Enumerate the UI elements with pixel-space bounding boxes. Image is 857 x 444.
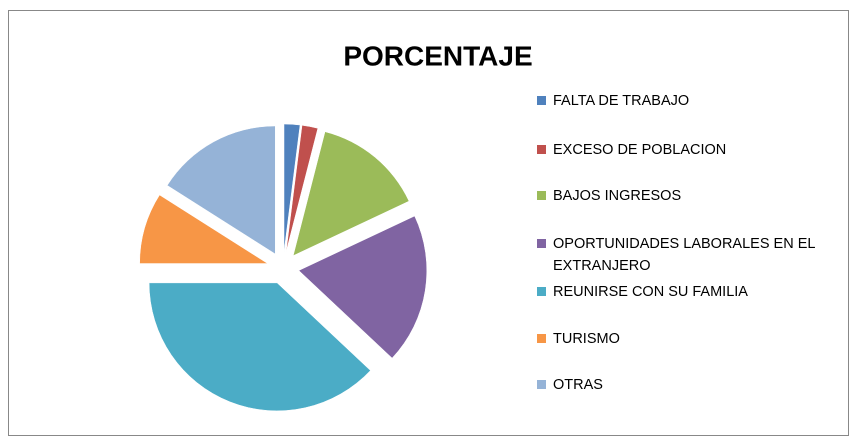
chart-border xyxy=(8,10,849,436)
legend-label: EXCESO DE POBLACION xyxy=(553,142,727,158)
pie-slice xyxy=(139,194,269,264)
pie-slice xyxy=(285,125,319,253)
pie-slice xyxy=(166,125,276,255)
legend-swatch xyxy=(537,96,546,105)
legend-swatch xyxy=(537,191,546,200)
legend-entry: BAJOS INGRESOS xyxy=(537,185,827,207)
legend-swatch xyxy=(537,287,546,296)
legend-label: OPORTUNIDADES LABORALES EN EL EXTRANJERO xyxy=(553,236,815,274)
legend-entry: OPORTUNIDADES LABORALES EN EL EXTRANJERO xyxy=(537,233,827,277)
pie-slice xyxy=(292,131,410,257)
legend-label: TURISMO xyxy=(553,331,620,347)
legend-swatch xyxy=(537,334,546,343)
legend-swatch xyxy=(537,239,546,248)
legend-swatch xyxy=(537,145,546,154)
legend-label: REUNIRSE CON SU FAMILIA xyxy=(553,284,748,300)
pie-slice xyxy=(148,282,371,412)
legend-entry: OTRAS xyxy=(537,374,827,396)
legend-entry: EXCESO DE POBLACION xyxy=(537,139,827,161)
pie-slice xyxy=(298,215,428,359)
pie-slice xyxy=(283,123,301,253)
legend-entry: REUNIRSE CON SU FAMILIA xyxy=(537,281,827,303)
chart-title: PORCENTAJE xyxy=(343,40,532,71)
legend-label: OTRAS xyxy=(553,377,603,393)
legend-entry: TURISMO xyxy=(537,328,827,350)
legend-swatch xyxy=(537,380,546,389)
legend-entry: FALTA DE TRABAJO xyxy=(537,90,827,112)
legend-label: FALTA DE TRABAJO xyxy=(553,93,690,109)
legend-label: BAJOS INGRESOS xyxy=(553,188,682,204)
